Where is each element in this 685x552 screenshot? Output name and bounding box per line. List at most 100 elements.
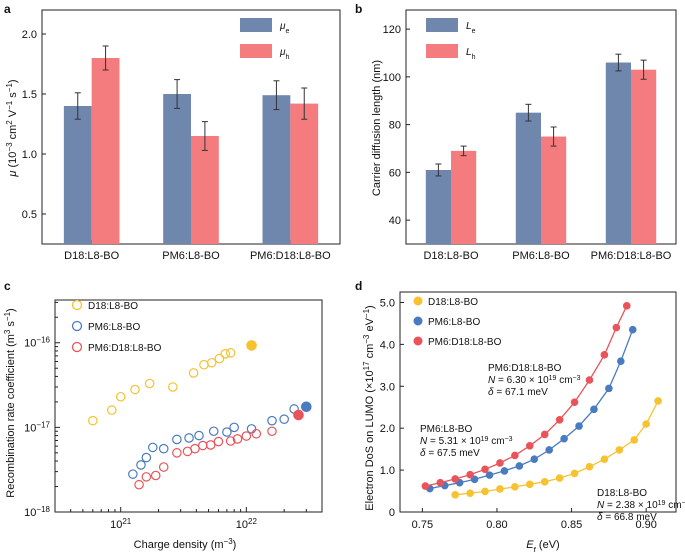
panel-c-point-PM6:D18:L8-BO bbox=[190, 443, 200, 454]
panel-d-legend-label-PM6:D18:L8-BO: PM6:D18:L8-BO bbox=[428, 337, 502, 348]
panel-d-point-D18:L8-BO bbox=[615, 446, 624, 454]
panel-c-point-PM6:L8-BO bbox=[246, 424, 257, 434]
annotation-d18-n: N = 2.38 × 1019 cm−3 bbox=[597, 500, 685, 512]
panel-a-legend-label-μh: μh bbox=[279, 47, 289, 61]
panel-c-point-PM6:D18:L8-BO bbox=[225, 436, 236, 446]
panel-c-point-D18:L8-BO bbox=[220, 349, 231, 359]
annotation-d18-name: D18:L8-BO bbox=[597, 488, 647, 499]
panel-c-legend-marker-PM6:L8-BO bbox=[71, 320, 83, 332]
panel-a-mobility-chart: μ (10−3 cm2 V−1 s−1) 0.5 1.0 1.5 2.0 D18:L8-… bbox=[5, 9, 341, 262]
panel-d-ytick-label: 0 bbox=[389, 507, 395, 519]
panel-d-xtick-label: 0.85 bbox=[561, 519, 582, 531]
panel-d-point-PM6:D18:L8-BO bbox=[466, 470, 474, 479]
panel-b-ytick-label: 40 bbox=[389, 215, 401, 227]
panel-c-point-D18:L8-BO bbox=[206, 357, 217, 368]
panel-letter-c: c bbox=[4, 279, 11, 293]
panel-d-xtick-label: 0.80 bbox=[486, 519, 507, 531]
panel-a-legend-label-μe: μe bbox=[279, 21, 289, 35]
panel-d-point-PM6:D18:L8-BO bbox=[612, 323, 621, 332]
panel-c-point-PM6:L8-BO bbox=[208, 426, 219, 437]
panel-c-legend-marker-PM6:D18:L8-BO bbox=[71, 341, 83, 353]
panel-c-point-PM6:L8-BO bbox=[279, 414, 289, 424]
panel-d-point-D18:L8-BO bbox=[481, 487, 489, 496]
annotation-pm6-name: PM6:L8-BO bbox=[420, 424, 472, 435]
panel-b-ytick-label: 120 bbox=[383, 24, 401, 36]
panel-d-point-PM6:D18:L8-BO bbox=[496, 459, 504, 467]
panel-d-ylabel: Electron DoS on LUMO (×1017 cm−3 eV−1) bbox=[362, 305, 377, 510]
panel-c-filled-point-PM6:L8-BO bbox=[301, 401, 312, 413]
panel-b-legend-label-Lh: Lh bbox=[466, 47, 476, 61]
panel-c-legend-label-PM6:D18:L8-BO: PM6:D18:L8-BO bbox=[88, 343, 162, 354]
panel-d-ytick-label: 4.0 bbox=[380, 339, 395, 351]
panel-d-point-PM6:D18:L8-BO bbox=[525, 441, 534, 450]
panel-letter-b: b bbox=[355, 2, 362, 16]
panel-d-point-PM6:D18:L8-BO bbox=[622, 302, 631, 310]
panel-d-legend-label-PM6:L8-BO: PM6:L8-BO bbox=[428, 317, 480, 328]
panel-c-point-PM6:L8-BO bbox=[267, 415, 277, 426]
panel-d-ytick-label: 3.0 bbox=[380, 381, 395, 393]
panel-c-point-PM6:L8-BO bbox=[184, 433, 194, 443]
panel-d-point-D18:L8-BO bbox=[496, 485, 504, 493]
panel-b-legend-label-Le: Le bbox=[466, 21, 476, 35]
panel-d-point-D18:L8-BO bbox=[451, 491, 460, 499]
panel-c-point-D18:L8-BO bbox=[88, 415, 98, 426]
panel-a-ytick-label: 1.0 bbox=[22, 149, 37, 161]
panel-a-ytick-label: 2.0 bbox=[22, 29, 37, 41]
panel-b-xtick-label: PM6:L8-BO bbox=[512, 250, 570, 262]
panel-c-ytick-label: 10−18 bbox=[24, 505, 50, 520]
panel-d-xtick-label: 0.90 bbox=[635, 519, 656, 531]
panel-d-point-PM6:L8-BO bbox=[628, 325, 637, 334]
panel-b-bar-Lh bbox=[541, 136, 567, 244]
panel-c-legend-label-D18:L8-BO: D18:L8-BO bbox=[88, 301, 138, 312]
panel-d-ytick-label: 1.0 bbox=[380, 465, 395, 477]
panel-c-point-PM6:L8-BO bbox=[222, 427, 232, 437]
panel-c-point-D18:L8-BO bbox=[188, 368, 199, 378]
panel-c-legend-label-PM6:L8-BO: PM6:L8-BO bbox=[88, 322, 140, 333]
panel-letter-a: a bbox=[4, 2, 11, 16]
panel-a-xtick-label: PM6:L8-BO bbox=[162, 250, 220, 262]
panel-c-point-PM6:D18:L8-BO bbox=[197, 440, 208, 451]
annotation-pm6: PM6:L8-BO N = 5.31 × 1019 cm−3 δ = 67.5 … bbox=[420, 424, 513, 459]
panel-d-point-D18:L8-BO bbox=[654, 397, 662, 405]
panel-d-ytick-label: 5.0 bbox=[380, 297, 395, 309]
panel-c-point-PM6:D18:L8-BO bbox=[267, 426, 277, 437]
panel-b-bar-Le bbox=[605, 62, 631, 245]
annotation-pm6-delta: δ = 67.5 meV bbox=[420, 448, 480, 459]
panel-a-legend-swatch-μe bbox=[240, 18, 272, 32]
panel-b-bar-Lh bbox=[631, 69, 657, 244]
panel-c-point-PM6:D18:L8-BO bbox=[150, 470, 161, 481]
panel-c-point-PM6:L8-BO bbox=[147, 442, 158, 453]
panel-c-filled-point-PM6:D18:L8-BO bbox=[293, 409, 304, 421]
panel-d-point-PM6:L8-BO bbox=[530, 455, 539, 464]
panel-b-xtick-label: PM6:D18:L8-BO bbox=[591, 250, 672, 262]
panel-c-recombination-chart: Recombination rate coefficient (m3 s−1) … bbox=[3, 299, 323, 551]
panel-d-point-PM6:L8-BO bbox=[485, 471, 494, 479]
panel-b-diffusion-chart: Carrier diffusion length (nm) 40 60 80 100 1… bbox=[371, 9, 677, 262]
panel-c-point-PM6:L8-BO bbox=[128, 469, 138, 479]
panel-d-point-D18:L8-BO bbox=[511, 483, 519, 491]
panel-d-point-D18:L8-BO bbox=[540, 478, 549, 486]
panel-a-xtick-label: PM6:D18:L8-BO bbox=[250, 250, 331, 262]
panel-d-point-PM6:D18:L8-BO bbox=[481, 465, 489, 474]
panel-c-ytick-label: 10−16 bbox=[24, 335, 50, 350]
panel-d-legend-marker-PM6:D18:L8-BO bbox=[413, 336, 423, 346]
panel-c-point-PM6:L8-BO bbox=[136, 460, 146, 470]
panel-d-xlabel: Ef (eV) bbox=[526, 539, 559, 552]
panel-b-ytick-label: 80 bbox=[389, 120, 401, 132]
panel-d-point-PM6:L8-BO bbox=[500, 467, 509, 475]
panel-d-point-PM6:L8-BO bbox=[575, 422, 583, 430]
panel-c-point-D18:L8-BO bbox=[144, 378, 155, 389]
panel-d-point-PM6:L8-BO bbox=[617, 357, 625, 365]
panel-d-point-D18:L8-BO bbox=[642, 420, 650, 428]
panel-c-filled-point-D18:L8-BO bbox=[246, 340, 257, 351]
annotation-pm6-d18-name: PM6:D18:L8-BO bbox=[488, 363, 562, 374]
panel-d-point-PM6:L8-BO bbox=[605, 384, 613, 393]
panel-d-plot-frame bbox=[399, 291, 677, 513]
panel-b-bar-Le bbox=[515, 112, 541, 245]
panel-b-ytick-label: 100 bbox=[383, 72, 401, 84]
panel-b-ylabel: Carrier diffusion length (nm) bbox=[371, 60, 383, 196]
panel-c-point-D18:L8-BO bbox=[225, 348, 236, 358]
annotation-pm6-d18-delta: δ = 67.1 meV bbox=[488, 387, 548, 398]
panel-d-ytick-label: 2.0 bbox=[380, 423, 395, 435]
panel-c-point-PM6:D18:L8-BO bbox=[134, 479, 144, 490]
